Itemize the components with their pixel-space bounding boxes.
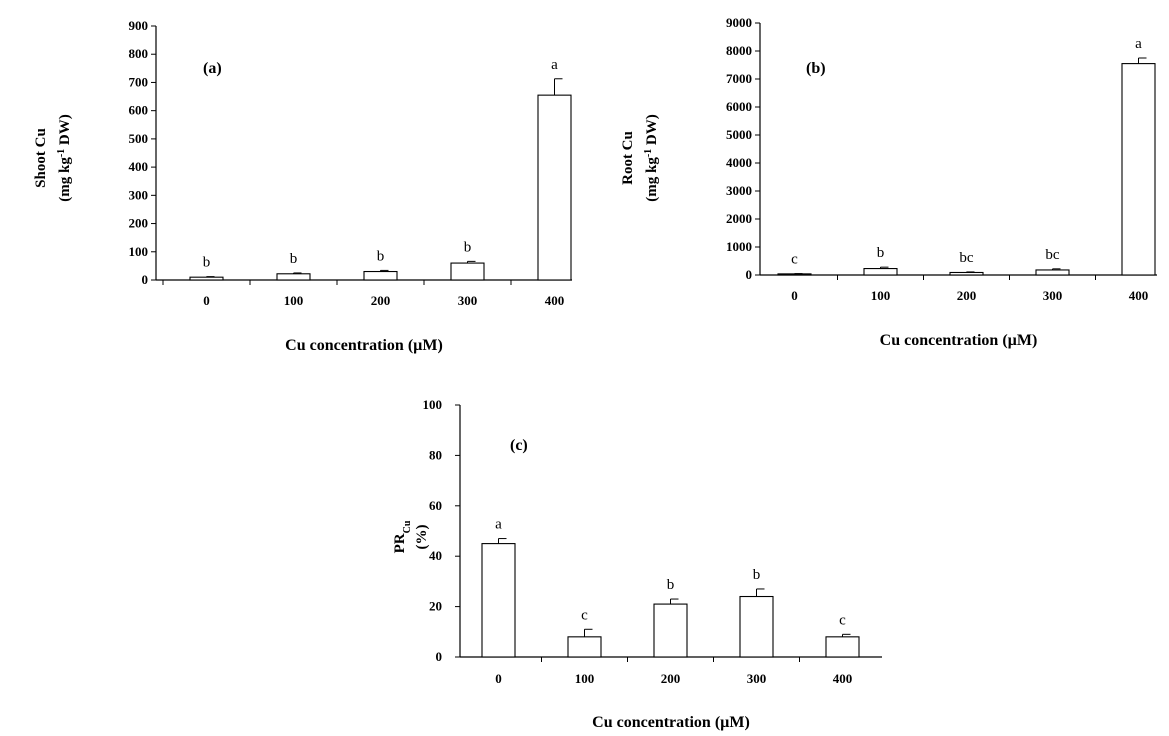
panel-b-y-tick-label: 3000 [726, 183, 752, 198]
panel-a-bar-100 [276, 273, 311, 281]
panel-b-x-tick-label: 200 [957, 288, 977, 303]
panel-c-y-axis-title-line1: PRCu [392, 520, 413, 553]
panel-c-bar-200 [653, 603, 688, 658]
panel-b-x-tick-label: 300 [1043, 288, 1063, 303]
panel-c-bar-300 [739, 595, 774, 658]
panel-c-bar-400 [825, 636, 860, 658]
panel-b-x-axis-title: Cu concentration (µM) [880, 332, 1038, 349]
panel-c-y-tick-label: 100 [423, 397, 443, 412]
panel-b-x-tick-label: 0 [791, 288, 798, 303]
panel-b-bar-100 [863, 268, 898, 276]
panel-b-bar-300 [1035, 269, 1070, 276]
panel-a-sig-letter-100: b [290, 251, 298, 267]
panel-b-bar-200 [949, 271, 984, 276]
panel-b-y-tick-label: 2000 [726, 211, 752, 226]
panel-b-x-tick-label: 100 [871, 288, 891, 303]
panel-a-y-tick-label: 600 [129, 103, 149, 118]
panel-a: 0 100 200 300 400 500 600 700 800 900 b 0 b 100 b 200 b 3… [33, 18, 572, 354]
panel-a-y-tick-label: 500 [129, 131, 149, 146]
panel-a-y-tick-label: 200 [129, 216, 149, 231]
panel-b-sig-letter-200: bc [959, 250, 974, 266]
panel-c-x-tick-label: 300 [747, 671, 767, 686]
panel-b-label: (b) [806, 60, 826, 77]
panel-b-y-axis-title-line2: (mg kg-1 DW) [643, 114, 661, 202]
panel-a-bar-300 [450, 262, 485, 281]
panel-b-y-tick-label: 6000 [726, 99, 752, 114]
panel-a-x-tick-label: 300 [458, 293, 478, 308]
panel-a-x-tick-label: 100 [284, 293, 304, 308]
panel-c-y-tick-label: 20 [429, 599, 442, 614]
panel-c-label: (c) [510, 437, 528, 454]
panel-b-y-tick-label: 0 [746, 267, 753, 282]
panel-b-sig-letter-0: c [791, 252, 798, 268]
panel-c-y-tick-label: 40 [429, 548, 442, 563]
panel-b-sig-letter-300: bc [1045, 247, 1060, 263]
panel-a-bar-0 [189, 276, 224, 281]
panel-a-bar-400 [537, 94, 572, 281]
panel-a-y-tick-label: 0 [142, 272, 149, 287]
panel-b-y-tick-label: 7000 [726, 71, 752, 86]
panel-c-sig-letter-400: c [839, 612, 846, 628]
panel-a-sig-letter-300: b [464, 239, 472, 255]
panel-c-sig-letter-200: b [667, 577, 675, 593]
panel-a-sig-letter-0: b [203, 255, 211, 271]
panel-b-y-tick-label: 1000 [726, 239, 752, 254]
panel-b-bar-400 [1121, 63, 1156, 276]
panel-a-x-tick-label: 200 [371, 293, 391, 308]
panel-c-y-axis-title-line2: (%) [414, 525, 430, 550]
panel-a-y-axis-title-line1: Shoot Cu [33, 128, 49, 188]
panel-c-x-axis-title: Cu concentration (µM) [592, 714, 750, 731]
panel-a-y-tick-label: 100 [129, 244, 149, 259]
panel-a-y-tick-label: 700 [129, 74, 149, 89]
panel-c-x-tick-label: 200 [661, 671, 681, 686]
panel-b-sig-letter-100: b [877, 245, 885, 261]
panel-b-y-tick-label: 9000 [726, 15, 752, 30]
panel-a-x-tick-label: 0 [203, 293, 210, 308]
panel-b-y-tick-label: 5000 [726, 127, 752, 142]
panel-c-sig-letter-0: a [495, 517, 502, 533]
panel-a-sig-letter-400: a [551, 57, 558, 73]
panel-b: 0 1000 2000 3000 4000 5000 6000 7000 8000 9000 c 0 b… [620, 15, 1157, 349]
panel-c-sig-letter-100: c [581, 607, 588, 623]
panel-c-x-tick-label: 0 [495, 671, 502, 686]
panel-a-label: (a) [203, 60, 222, 77]
panel-c-y-tick-label: 0 [436, 649, 443, 664]
panel-b-y-tick-label: 4000 [726, 155, 752, 170]
panel-a-y-tick-label: 900 [129, 18, 149, 33]
panel-c-x-tick-label: 100 [575, 671, 595, 686]
panel-a-y-tick-label: 800 [129, 46, 149, 61]
panel-a-sig-letter-200: b [377, 248, 385, 264]
panel-c-y-tick-label: 80 [429, 447, 442, 462]
panel-c-y-tick-label: 60 [429, 498, 442, 513]
panel-b-x-tick-label: 400 [1129, 288, 1149, 303]
panel-b-y-tick-label: 8000 [726, 43, 752, 58]
panel-a-x-axis-title: Cu concentration (µM) [285, 337, 443, 354]
panel-a-y-tick-label: 400 [129, 159, 149, 174]
panel-a-y-axis-title-line2: (mg kg-1 DW) [56, 114, 74, 202]
panel-c-bar-100 [567, 636, 602, 658]
panel-b-sig-letter-400: a [1135, 36, 1142, 52]
panel-a-x-tick-label: 400 [545, 293, 565, 308]
panel-a-bar-200 [363, 270, 398, 281]
panel-a-y-tick-label: 300 [129, 187, 149, 202]
panel-c: 0 20 40 60 80 100 a 0 c 100 b 200 b 300 c 400 Cu concent… [392, 397, 882, 731]
panel-b-y-axis-title-line1: Root Cu [620, 131, 636, 185]
panel-c-x-tick-label: 400 [833, 671, 853, 686]
panel-c-bar-0 [481, 543, 516, 658]
panel-c-sig-letter-300: b [753, 567, 761, 583]
